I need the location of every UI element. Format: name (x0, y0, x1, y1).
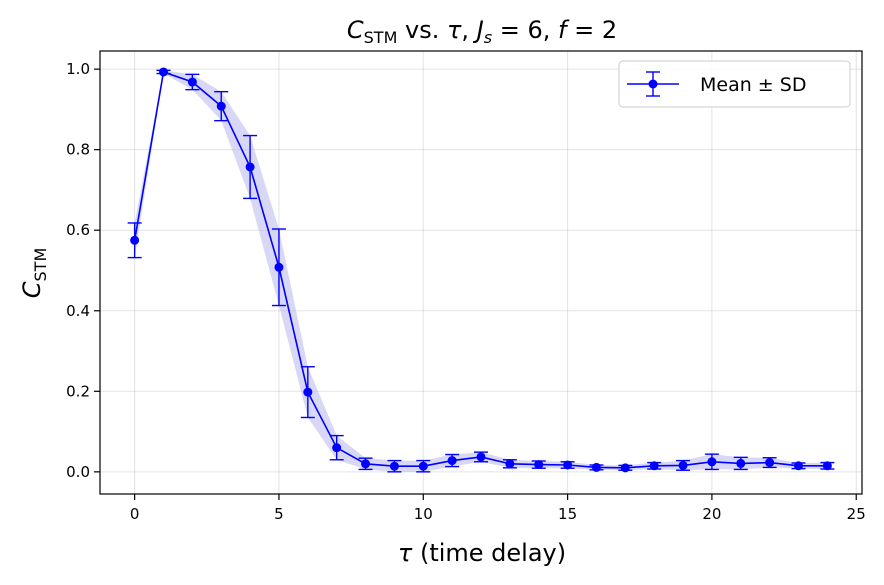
data-point (187, 77, 197, 87)
data-point (447, 456, 457, 466)
data-point (736, 458, 746, 468)
title-eq1: = 6, (492, 16, 558, 44)
grid (100, 51, 862, 494)
sd-band (134, 70, 828, 472)
chart-title: CSTM vs. τ, Js = 6, f = 2 (347, 16, 617, 47)
data-point (591, 462, 601, 472)
data-point (678, 460, 688, 470)
data-point (245, 162, 255, 172)
y-axis-label-stm: STM (31, 248, 50, 282)
legend-point (648, 79, 658, 89)
data-point (418, 461, 428, 471)
series (127, 67, 835, 473)
data-point (130, 235, 140, 245)
title-j: J (473, 16, 484, 44)
data-point (620, 463, 630, 473)
data-point (476, 452, 486, 462)
ticks: 0 5 10 15 20 25 0.0 0.2 0.4 0.6 0.8 1.0 (66, 60, 866, 523)
y-tick-label: 0.0 (66, 463, 90, 481)
title-eq2: = 2 (566, 16, 617, 44)
y-tick-label: 1.0 (66, 60, 90, 78)
axes (99, 50, 863, 495)
data-point (822, 461, 832, 471)
data-point (649, 461, 659, 471)
y-tick-label: 0.2 (66, 382, 90, 400)
title-stm: STM (364, 28, 398, 47)
title-tau: τ (447, 16, 462, 44)
data-point (707, 457, 717, 467)
legend-label: Mean ± SD (700, 74, 806, 96)
data-point (563, 460, 573, 470)
x-tick-label: 25 (847, 505, 866, 523)
data-point (765, 458, 775, 468)
data-point (159, 67, 168, 77)
title-c: C (347, 16, 364, 44)
title-s: s (484, 28, 492, 47)
plot-frame (99, 50, 863, 495)
data-point (332, 443, 342, 453)
y-tick-label: 0.6 (66, 221, 90, 239)
x-axis-label-rest: (time delay) (412, 539, 566, 567)
y-tick-label: 0.4 (66, 302, 90, 320)
data-point (534, 460, 544, 470)
x-tick-label: 20 (702, 505, 721, 523)
y-tick-label: 0.8 (66, 141, 90, 159)
title-comma: , (461, 16, 476, 44)
data-point (274, 262, 284, 272)
x-axis-label: τ (time delay) (398, 539, 566, 567)
sd-band-area (134, 70, 828, 472)
x-tick-label: 10 (414, 505, 433, 523)
y-axis-label-c: C (18, 281, 46, 298)
x-tick-label: 15 (558, 505, 577, 523)
title-vs: vs. (397, 16, 447, 44)
legend-box (618, 60, 851, 108)
legend: Mean ± SD (618, 60, 851, 108)
x-axis-label-tau: τ (398, 539, 413, 567)
y-axis-label: CSTM (18, 248, 50, 299)
data-point (794, 461, 803, 471)
data-point (505, 459, 515, 469)
data-point (389, 461, 399, 471)
data-point (361, 459, 371, 469)
x-tick-label: 0 (130, 505, 140, 523)
x-tick-label: 5 (274, 505, 284, 523)
data-point (303, 387, 313, 397)
legend-marker (627, 71, 679, 97)
data-point (216, 101, 226, 111)
